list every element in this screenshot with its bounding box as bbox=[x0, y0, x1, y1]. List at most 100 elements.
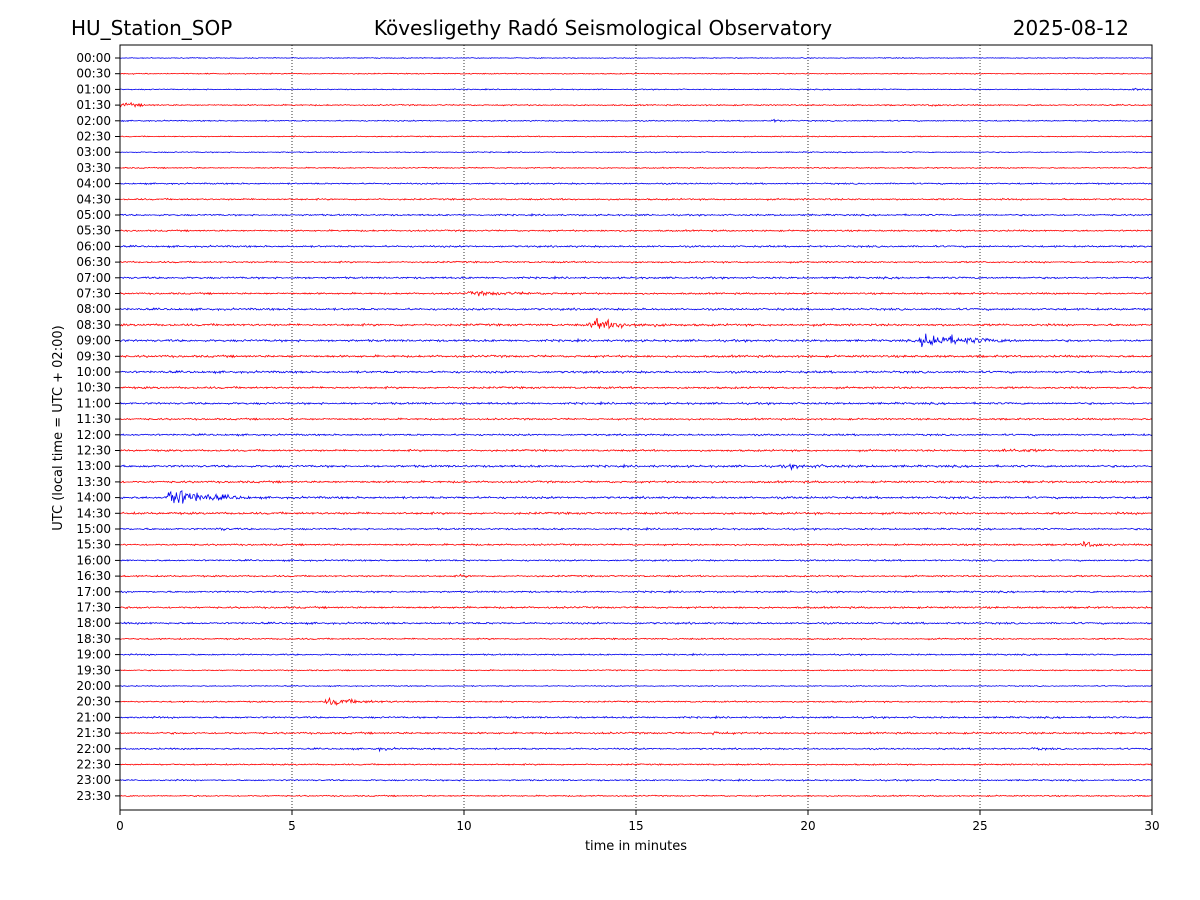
trace-1030 bbox=[119, 385, 1153, 390]
trace-0200 bbox=[119, 118, 1153, 123]
y-tick-label-25: 12:30 bbox=[76, 444, 111, 458]
y-tick-label-35: 17:30 bbox=[76, 601, 111, 615]
y-tick-label-41: 20:30 bbox=[76, 695, 111, 709]
y-tick-label-1: 00:30 bbox=[76, 67, 111, 81]
trace-2200 bbox=[119, 746, 1153, 753]
trace-0130 bbox=[119, 101, 1153, 108]
y-tick-label-22: 11:00 bbox=[76, 396, 111, 410]
plot-frame bbox=[119, 44, 1153, 811]
trace-1900 bbox=[119, 652, 1153, 657]
trace-0600 bbox=[119, 244, 1153, 249]
trace-0630 bbox=[119, 260, 1153, 264]
trace-0230 bbox=[119, 135, 1153, 138]
trace-1200 bbox=[119, 433, 1153, 437]
trace-2300 bbox=[119, 778, 1153, 782]
y-tick-label-21: 10:30 bbox=[76, 381, 111, 395]
chart-title: Kövesligethy Radó Seismological Observat… bbox=[374, 16, 832, 40]
y-tick-label-37: 18:30 bbox=[76, 632, 111, 646]
y-tick-label-8: 04:00 bbox=[76, 177, 111, 191]
y-tick-label-14: 07:00 bbox=[76, 271, 111, 285]
y-tick-label-26: 13:00 bbox=[76, 459, 111, 473]
trace-0700 bbox=[119, 275, 1153, 280]
trace-0030 bbox=[119, 72, 1153, 75]
trace-2030 bbox=[119, 696, 1153, 706]
y-tick-label-33: 16:30 bbox=[76, 569, 111, 583]
trace-0000 bbox=[119, 56, 1153, 60]
trace-1500 bbox=[119, 526, 1153, 532]
y-tick-label-9: 04:30 bbox=[76, 192, 111, 206]
trace-1730 bbox=[119, 605, 1153, 610]
trace-2130 bbox=[119, 731, 1153, 736]
traces bbox=[119, 56, 1153, 798]
y-tick-label-45: 22:30 bbox=[76, 758, 111, 772]
x-tick-label-3: 15 bbox=[628, 819, 643, 833]
trace-1600 bbox=[119, 558, 1153, 563]
y-tick-label-13: 06:30 bbox=[76, 255, 111, 269]
y-tick-label-19: 09:30 bbox=[76, 349, 111, 363]
y-tick-label-47: 23:30 bbox=[76, 789, 111, 803]
trace-1530 bbox=[119, 540, 1153, 548]
trace-1230 bbox=[119, 448, 1153, 453]
y-tick-label-32: 16:00 bbox=[76, 553, 111, 567]
x-tick-label-1: 5 bbox=[288, 819, 296, 833]
trace-1330 bbox=[119, 479, 1153, 484]
trace-2000 bbox=[119, 684, 1153, 688]
y-tick-label-18: 09:00 bbox=[76, 334, 111, 348]
trace-0930 bbox=[119, 354, 1153, 359]
station-name: HU_Station_SOP bbox=[71, 16, 232, 40]
trace-0300 bbox=[119, 150, 1153, 154]
trace-0900 bbox=[119, 333, 1153, 348]
trace-1830 bbox=[119, 637, 1153, 641]
x-axis-ticks: 0 5 10 15 20 25 30 bbox=[116, 810, 1160, 833]
trace-1930 bbox=[119, 669, 1153, 672]
y-tick-label-15: 07:30 bbox=[76, 287, 111, 301]
y-tick-label-30: 15:00 bbox=[76, 522, 111, 536]
y-tick-label-5: 02:30 bbox=[76, 130, 111, 144]
y-tick-label-29: 14:30 bbox=[76, 506, 111, 520]
trace-1400 bbox=[119, 490, 1153, 504]
y-tick-label-17: 08:30 bbox=[76, 318, 111, 332]
y-tick-label-24: 12:00 bbox=[76, 428, 111, 442]
y-tick-label-11: 05:30 bbox=[76, 224, 111, 238]
y-tick-label-42: 21:00 bbox=[76, 710, 111, 724]
y-tick-label-0: 00:00 bbox=[76, 51, 111, 65]
y-tick-label-2: 01:00 bbox=[76, 82, 111, 96]
y-tick-label-7: 03:30 bbox=[76, 161, 111, 175]
y-tick-label-39: 19:30 bbox=[76, 663, 111, 677]
trace-2330 bbox=[119, 794, 1153, 798]
y-tick-label-31: 15:30 bbox=[76, 538, 111, 552]
y-tick-label-34: 17:00 bbox=[76, 585, 111, 599]
trace-0430 bbox=[119, 197, 1153, 202]
trace-1100 bbox=[119, 400, 1153, 406]
y-tick-label-27: 13:30 bbox=[76, 475, 111, 489]
x-tick-label-5: 25 bbox=[972, 819, 987, 833]
y-tick-label-36: 18:00 bbox=[76, 616, 111, 630]
trace-0330 bbox=[119, 166, 1153, 170]
y-tick-label-3: 01:30 bbox=[76, 98, 111, 112]
trace-0830 bbox=[119, 317, 1153, 330]
trace-2100 bbox=[120, 715, 1153, 720]
trace-0500 bbox=[119, 212, 1153, 217]
trace-1630 bbox=[119, 573, 1153, 579]
y-tick-label-16: 08:00 bbox=[76, 302, 111, 316]
trace-0400 bbox=[119, 182, 1153, 186]
trace-1300 bbox=[119, 463, 1153, 471]
trace-1130 bbox=[119, 417, 1153, 421]
trace-0800 bbox=[119, 307, 1153, 312]
y-tick-label-23: 11:30 bbox=[76, 412, 111, 426]
trace-0100 bbox=[119, 87, 1153, 91]
y-tick-label-4: 02:00 bbox=[76, 114, 111, 128]
chart-date: 2025-08-12 bbox=[1013, 16, 1129, 40]
y-tick-label-20: 10:00 bbox=[76, 365, 111, 379]
y-tick-label-12: 06:00 bbox=[76, 239, 111, 253]
trace-1800 bbox=[119, 621, 1153, 626]
y-tick-label-43: 21:30 bbox=[76, 726, 111, 740]
gridlines bbox=[291, 45, 981, 810]
x-tick-label-2: 10 bbox=[456, 819, 471, 833]
x-tick-label-6: 30 bbox=[1144, 819, 1159, 833]
y-tick-label-28: 14:00 bbox=[76, 491, 111, 505]
y-tick-label-46: 23:00 bbox=[76, 773, 111, 787]
